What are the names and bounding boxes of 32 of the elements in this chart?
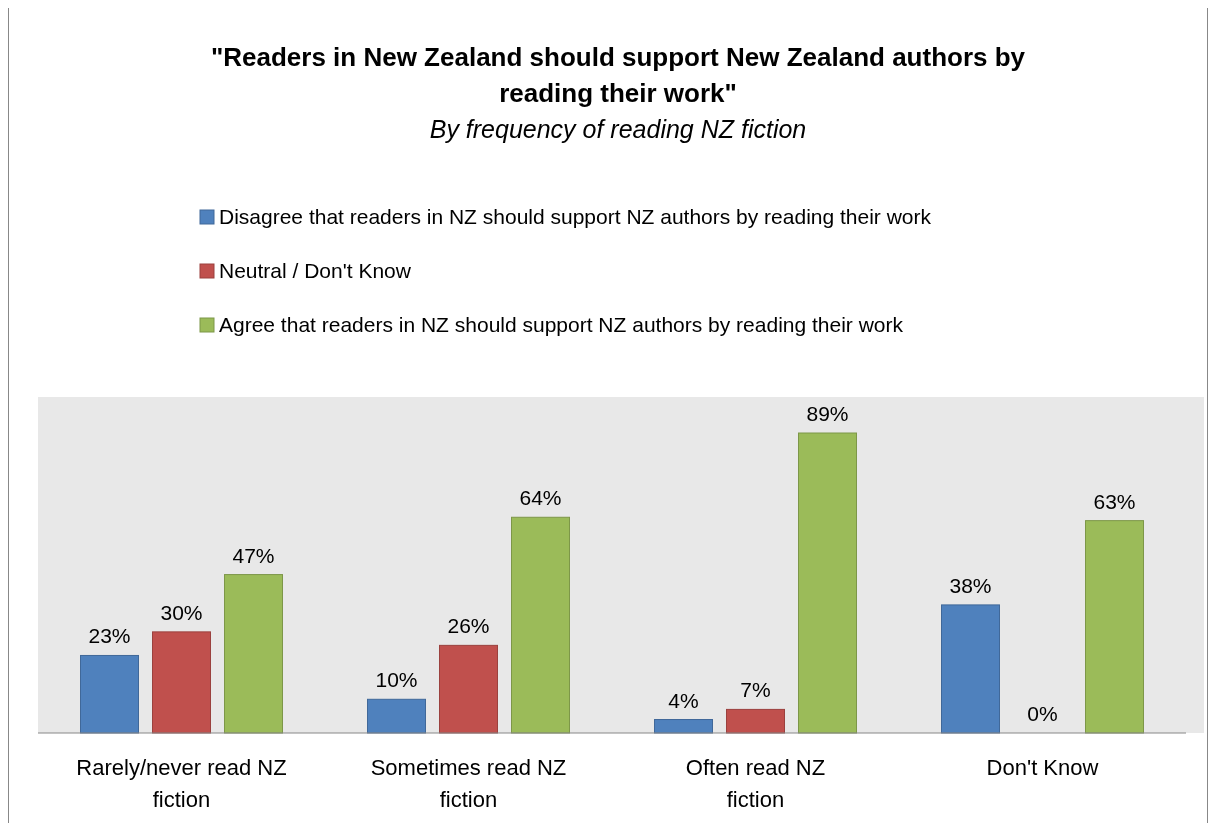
bar — [1085, 520, 1144, 734]
bar — [224, 574, 283, 734]
data-label: 0% — [1027, 702, 1058, 725]
data-label: 64% — [519, 486, 562, 510]
legend-label: Agree that readers in NZ should support NZ authors by reading their work — [219, 313, 904, 336]
chart-title: "Readers in New Zealand should support New Zealand authors by reading their work" — [210, 42, 1026, 108]
bar — [80, 654, 139, 734]
legend-label: Disagree that readers in NZ should support NZ authors by reading their work — [219, 205, 932, 228]
data-label: 26% — [447, 614, 490, 638]
chart-subtitle: By frequency of reading NZ fiction — [429, 115, 807, 143]
x-tick-label: Don't Know — [986, 755, 1099, 780]
bar — [367, 698, 426, 734]
data-label: 23% — [88, 624, 131, 648]
bar — [798, 432, 857, 734]
x-tick-label: Sometimes read NZ fiction — [370, 755, 567, 812]
data-label: 47% — [232, 543, 275, 567]
data-label: 7% — [740, 678, 771, 702]
legend-label: Neutral / Don't Know — [219, 259, 412, 282]
data-label: 10% — [375, 668, 418, 692]
bar — [941, 604, 1000, 734]
bar — [654, 719, 713, 734]
data-label: 89% — [806, 402, 849, 425]
bar — [152, 631, 211, 734]
data-label: 4% — [668, 688, 699, 712]
data-label: 38% — [949, 573, 992, 597]
bar — [726, 708, 785, 734]
data-label: 30% — [160, 600, 203, 624]
bar — [511, 516, 570, 734]
x-tick-label: Often read NZ fiction — [685, 755, 826, 812]
bar — [439, 644, 498, 734]
x-tick-label: Rarely/never read NZ fiction — [76, 755, 287, 812]
data-label: 63% — [1093, 489, 1136, 513]
